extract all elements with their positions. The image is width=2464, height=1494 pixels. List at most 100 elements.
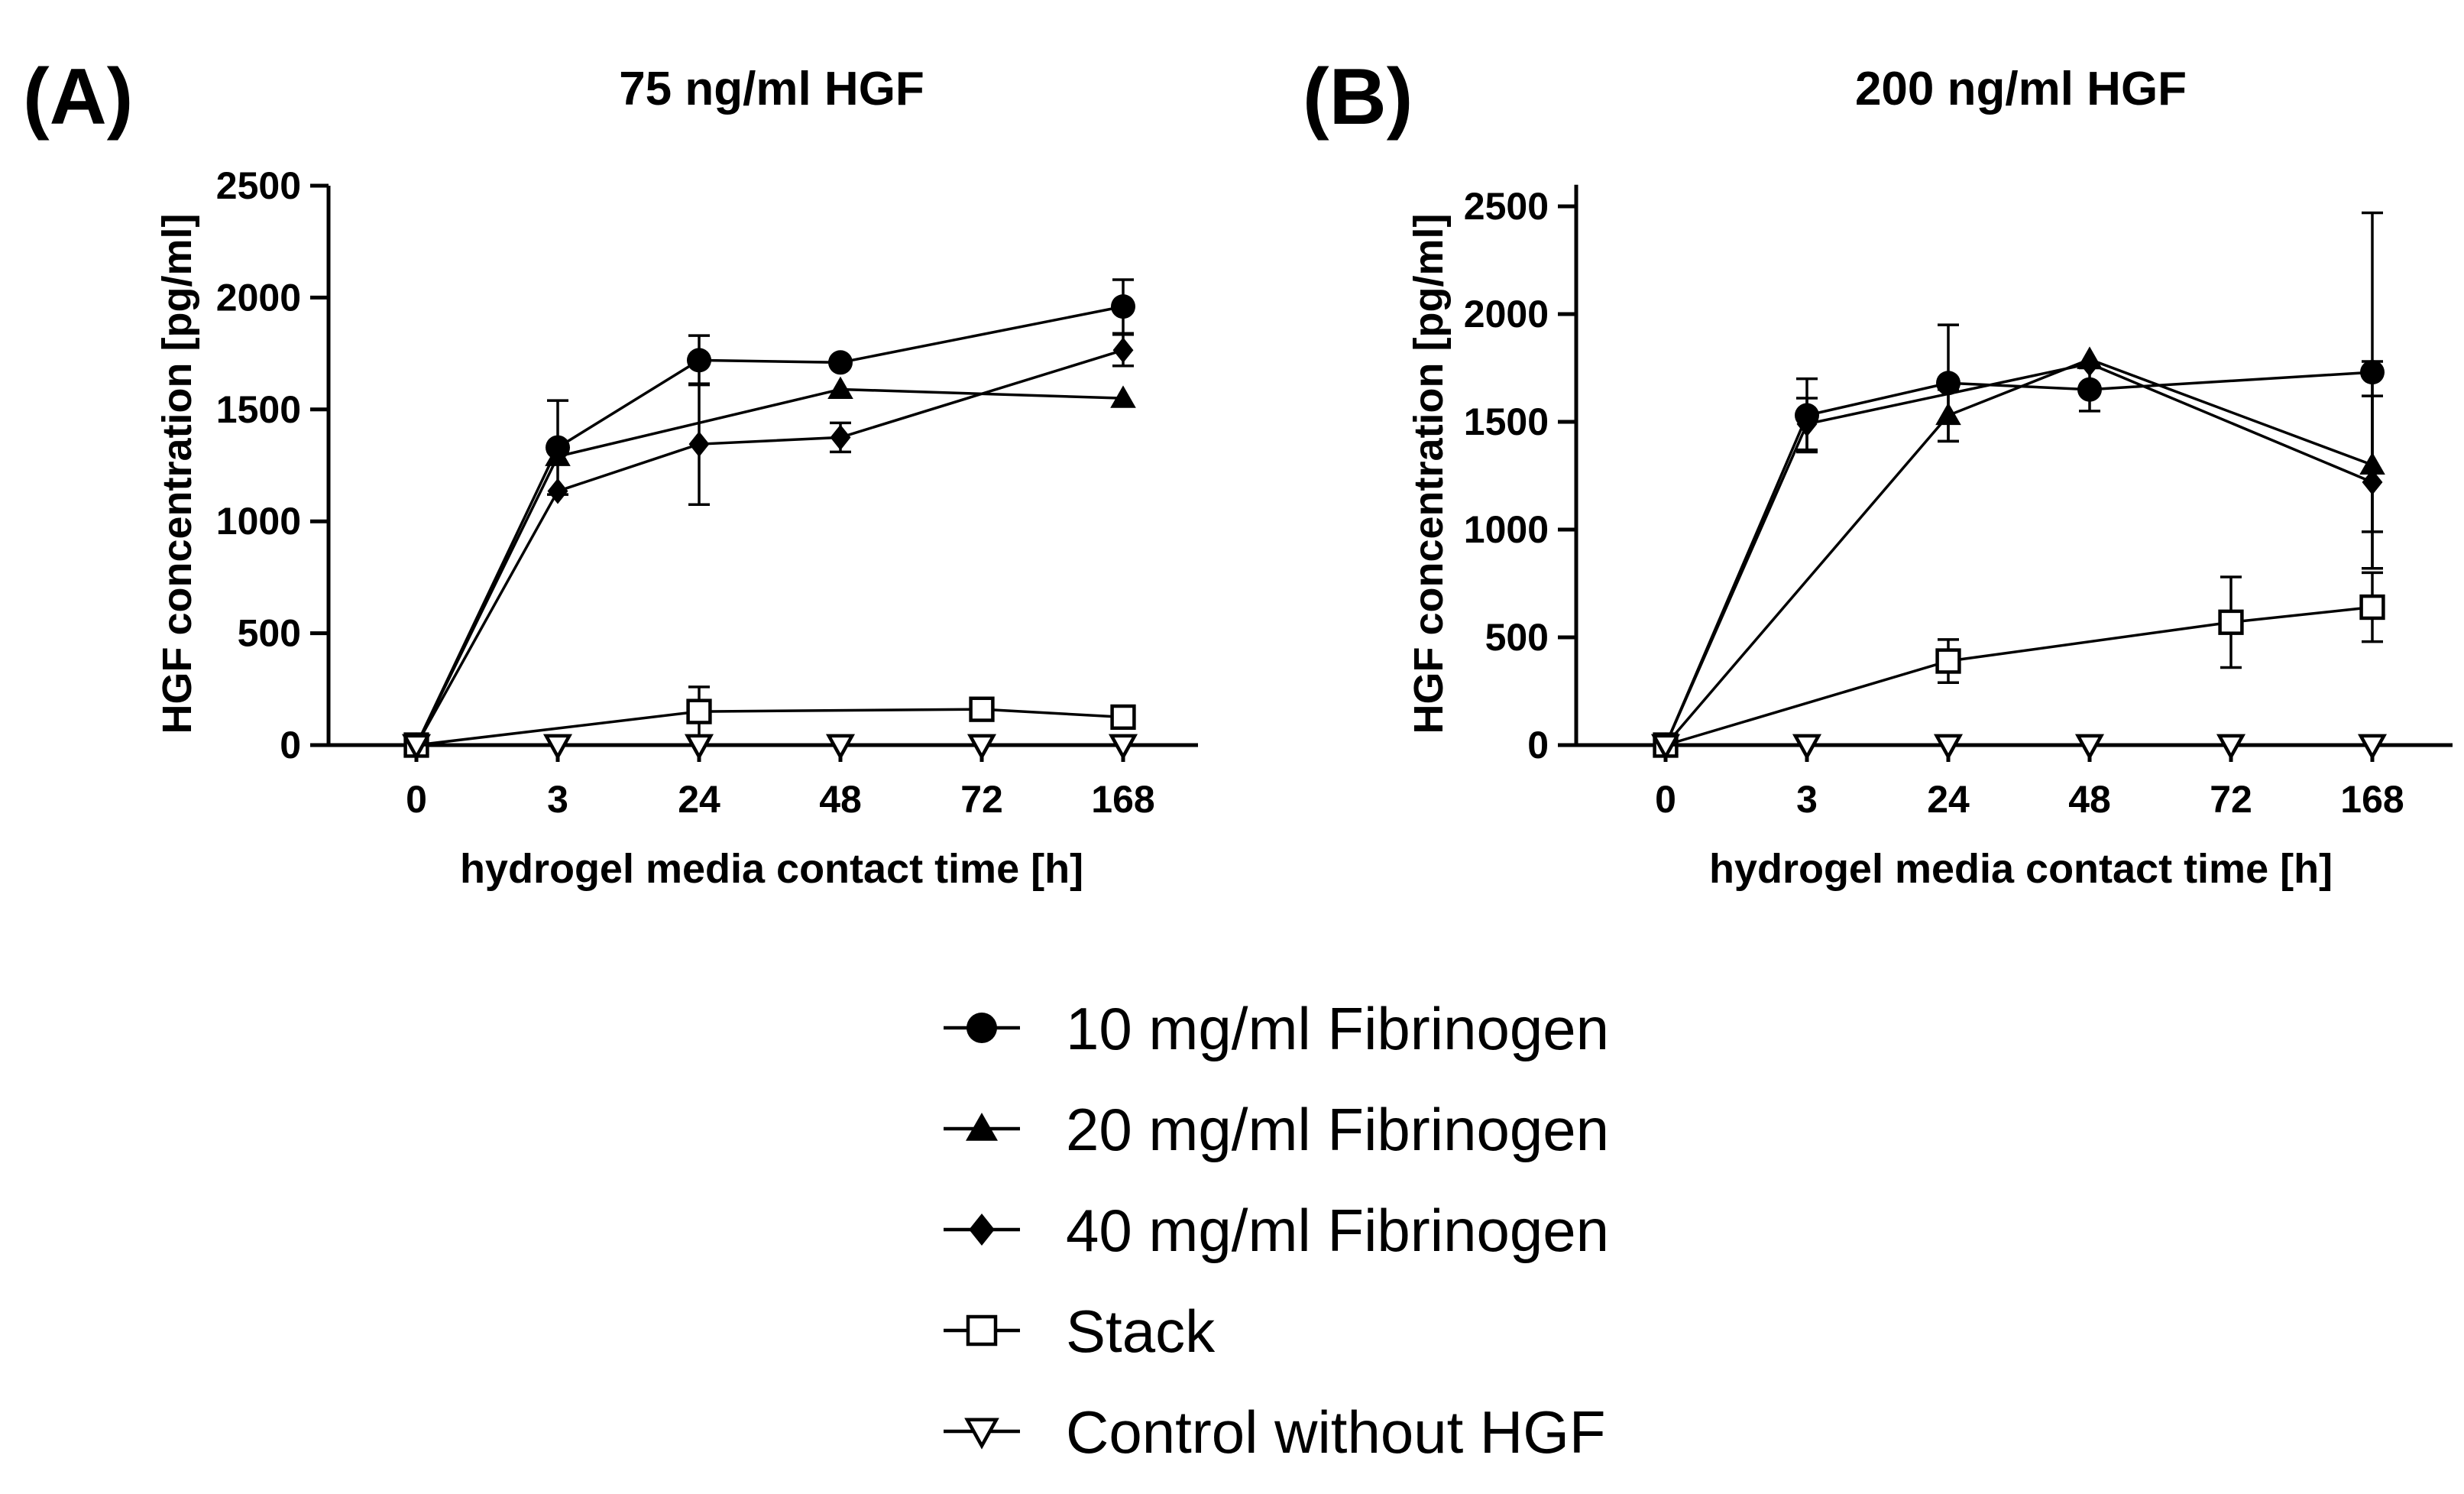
data-point	[545, 443, 571, 466]
legend: 10 mg/ml Fibrinogen 20 mg/ml Fibrinogen …	[944, 995, 1609, 1466]
panel-a-x-tick-label: 3	[547, 778, 568, 821]
series-line	[415, 387, 1124, 746]
panel-a-y-tick-label: 1500	[216, 388, 301, 431]
data-point	[1110, 704, 1136, 731]
data-point	[1933, 734, 1964, 760]
panel-b-y-axis-label: HGF concentration [pg/ml]	[1406, 214, 1452, 734]
panel-a-x-tick-label: 0	[406, 778, 427, 821]
data-point	[1935, 402, 1961, 426]
legend-item-stack: Stack	[944, 1298, 1216, 1365]
panel-a-x-tick-label: 72	[960, 778, 1003, 821]
panel-a-y-tick-label: 2000	[216, 276, 301, 319]
data-point	[1110, 385, 1136, 408]
panel-b-y-tick-label: 2500	[1464, 185, 1549, 228]
data-point	[1108, 734, 1138, 760]
panel-a-plot-area: 0 500 1000 1500 2000 2500 0 3 24 48 72 168	[216, 164, 1198, 821]
data-point	[2079, 351, 2100, 377]
data-point	[827, 376, 853, 400]
panel-a-x-axis-label: hydrogel media contact time [h]	[460, 846, 1083, 892]
panel-b-y-tick-label: 1000	[1464, 508, 1549, 551]
panel-b: (B) 200 ng/ml HGF hydrogel media contact…	[1303, 53, 2453, 892]
panel-a-series-control-without-hgf	[401, 734, 1138, 760]
panel-a-y-tick-label: 2500	[216, 164, 301, 207]
series-line	[1664, 371, 2373, 746]
data-point	[1796, 411, 1818, 437]
data-point	[2357, 734, 2388, 760]
data-point	[547, 478, 568, 504]
data-point	[686, 698, 712, 724]
data-point	[1792, 734, 1822, 760]
panel-a-series-20-mg-ml-fibrinogen	[403, 376, 1136, 755]
data-point	[1650, 734, 1681, 760]
legend-item-40-mg-ml-fibrinogen: 40 mg/ml Fibrinogen	[944, 1197, 1609, 1264]
data-point	[401, 734, 432, 760]
series-line	[1664, 362, 2373, 746]
panel-b-label: (B)	[1303, 53, 1413, 141]
panel-b-series-20-mg-ml-fibrinogen	[1653, 346, 2385, 755]
legend-marker	[969, 1214, 995, 1246]
data-point	[969, 696, 995, 722]
data-point	[542, 734, 573, 760]
data-point	[2074, 734, 2105, 760]
panel-b-series-control-without-hgf	[1650, 734, 2388, 760]
panel-a: (A) 75 ng/ml HGF hydrogel media contact …	[23, 53, 1198, 892]
panel-b-x-tick-label: 0	[1655, 778, 1676, 821]
series-line	[1664, 358, 2373, 747]
legend-label: Stack	[1066, 1298, 1216, 1365]
panel-b-x-tick-label: 72	[2210, 778, 2252, 821]
panel-b-y-tick-label: 0	[1527, 724, 1549, 766]
legend-label: 20 mg/ml Fibrinogen	[1066, 1096, 1609, 1163]
panel-b-x-tick-label: 3	[1796, 778, 1818, 821]
panel-a-title: 75 ng/ml HGF	[619, 63, 924, 115]
data-point	[687, 348, 711, 373]
data-point	[966, 734, 997, 760]
panel-a-label: (A)	[23, 53, 133, 141]
panel-b-x-tick-label: 168	[2340, 778, 2404, 821]
legend-marker	[966, 1013, 997, 1043]
legend-marker	[964, 1418, 999, 1450]
panel-a-x-tick-label: 168	[1091, 778, 1154, 821]
data-point	[2218, 609, 2244, 635]
panel-a-series-10-mg-ml-fibrinogen	[404, 278, 1135, 757]
panel-b-x-tick-label: 24	[1927, 778, 1970, 821]
panel-a-y-tick-label: 0	[280, 724, 301, 766]
panel-a-x-tick-label: 48	[819, 778, 862, 821]
panel-a-series-40-mg-ml-fibrinogen	[406, 332, 1134, 758]
panel-a-x-tick-label: 24	[678, 778, 720, 821]
panel-b-x-tick-label: 48	[2068, 778, 2111, 821]
series-line	[1665, 605, 2373, 747]
panel-b-y-tick-label: 2000	[1464, 293, 1549, 335]
data-point	[1112, 337, 1134, 364]
panel-b-x-axis-label: hydrogel media contact time [h]	[1709, 846, 2333, 892]
legend-item-20-mg-ml-fibrinogen: 20 mg/ml Fibrinogen	[944, 1096, 1609, 1163]
panel-b-plot-area: 0 500 1000 1500 2000 2500 0 3 24 48 72 168	[1464, 184, 2453, 821]
series-line	[415, 348, 1124, 746]
panel-b-title: 200 ng/ml HGF	[1855, 63, 2187, 115]
panel-b-series-stack	[1653, 571, 2385, 758]
panel-b-series-10-mg-ml-fibrinogen	[1653, 211, 2385, 757]
data-point	[830, 424, 851, 451]
data-point	[1935, 648, 1961, 674]
legend-item-control-without-hgf: Control without HGF	[944, 1398, 1606, 1466]
data-point	[2077, 377, 2102, 402]
panel-b-y-tick-label: 1500	[1464, 400, 1549, 443]
legend-marker	[966, 1113, 998, 1141]
panel-a-y-axis-label: HGF concentration [pg/ml]	[154, 214, 200, 734]
panel-a-y-tick-label: 500	[238, 612, 301, 655]
data-point	[825, 734, 856, 760]
data-point	[828, 350, 853, 375]
data-point	[2359, 594, 2385, 621]
legend-label: 40 mg/ml Fibrinogen	[1066, 1197, 1609, 1264]
data-point	[2216, 734, 2246, 760]
panel-b-y-tick-label: 500	[1485, 616, 1549, 659]
legend-label: Control without HGF	[1066, 1398, 1606, 1466]
data-point	[688, 431, 710, 457]
data-point	[1111, 294, 1135, 319]
data-point	[684, 734, 714, 760]
legend-marker	[966, 1314, 998, 1347]
series-line	[416, 708, 1124, 747]
legend-item-10-mg-ml-fibrinogen: 10 mg/ml Fibrinogen	[944, 995, 1609, 1062]
panel-a-y-tick-label: 1000	[216, 500, 301, 543]
panel-b-series-40-mg-ml-fibrinogen	[1655, 351, 2383, 758]
